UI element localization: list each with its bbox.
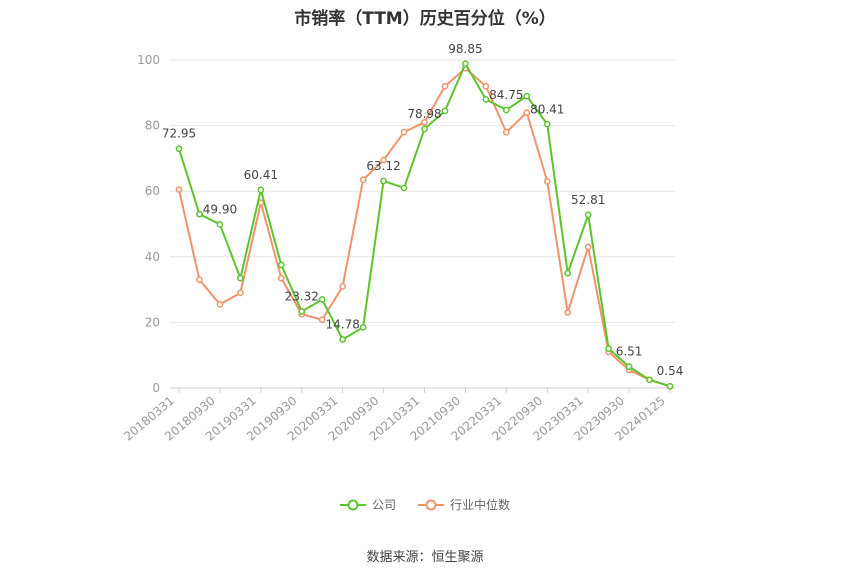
data-point-industry-median (523, 109, 531, 116)
data-point-industry-median (400, 128, 408, 136)
data-point-company (196, 210, 203, 218)
y-tick-label: 60 (145, 184, 160, 198)
y-tick-label: 20 (145, 315, 160, 329)
data-label: 98.85 (448, 42, 482, 56)
data-point-company (646, 376, 653, 384)
data-point-company (421, 125, 428, 133)
data-point-company (523, 92, 531, 100)
data-label: 0.54 (657, 364, 684, 378)
data-point-company (339, 336, 347, 343)
data-point-company (462, 60, 469, 68)
data-label: 60.41 (244, 168, 278, 182)
data-point-company (605, 345, 612, 352)
data-point-industry-median (584, 243, 592, 251)
data-point-industry-median (237, 289, 244, 297)
data-point-industry-median (441, 82, 449, 90)
data-point-industry-median (216, 301, 224, 308)
legend-swatch-company-icon (339, 499, 366, 510)
legend: 公司 行业中位数 (0, 496, 850, 513)
data-point-company (584, 211, 592, 219)
legend-item-company[interactable]: 公司 (339, 496, 396, 513)
data-point-industry-median (380, 156, 387, 164)
data-point-company (380, 177, 387, 185)
data-point-industry-median (339, 282, 347, 290)
y-tick-label: 100 (137, 53, 160, 67)
data-label: 84.75 (489, 88, 523, 102)
data-label: 72.95 (162, 127, 196, 141)
data-point-company (482, 96, 490, 103)
data-point-company (625, 363, 633, 370)
y-tick-label: 40 (145, 250, 160, 264)
data-point-company (257, 186, 265, 194)
legend-swatch-industry-icon (418, 499, 444, 510)
data-point-industry-median (543, 178, 551, 185)
data-label: 6.51 (616, 345, 643, 359)
data-point-company (400, 184, 408, 192)
data-label: 78.98 (407, 107, 441, 121)
data-point-company (359, 323, 367, 331)
data-label: 14.78 (325, 318, 359, 332)
y-tick-label: 80 (145, 119, 160, 133)
data-label: 80.41 (530, 102, 564, 116)
data-point-industry-median (502, 128, 510, 136)
data-point-industry-median (359, 176, 367, 184)
data-point-industry-median (277, 274, 285, 282)
data-point-company (216, 220, 224, 228)
data-point-company (318, 296, 326, 303)
chart-title: 市销率（TTM）历史百分位（%） (294, 9, 556, 29)
data-point-company (237, 274, 244, 282)
y-tick-label: 0 (152, 381, 160, 395)
data-point-company (175, 145, 183, 153)
data-point-company (543, 120, 551, 128)
data-point-industry-median (421, 118, 428, 126)
data-point-industry-median (318, 316, 326, 324)
data-point-company (564, 269, 572, 277)
data-label: 52.81 (571, 193, 605, 207)
data-point-company (441, 107, 449, 115)
data-point-company (666, 382, 674, 390)
data-point-company (502, 106, 510, 114)
legend-item-industry-median[interactable]: 行业中位数 (418, 496, 510, 513)
data-point-industry-median (482, 82, 490, 90)
data-label: 49.90 (203, 202, 237, 216)
data-point-industry-median (564, 309, 572, 316)
legend-label-industry-median: 行业中位数 (450, 498, 511, 512)
legend-label-company: 公司 (371, 498, 396, 512)
data-point-company (298, 308, 306, 315)
data-source: 数据来源：恒生聚源 (366, 550, 484, 565)
data-label: 23.32 (285, 290, 319, 304)
data-label: 63.12 (366, 159, 400, 173)
data-point-company (277, 261, 285, 269)
data-point-industry-median (196, 276, 203, 284)
data-point-industry-median (175, 186, 183, 193)
